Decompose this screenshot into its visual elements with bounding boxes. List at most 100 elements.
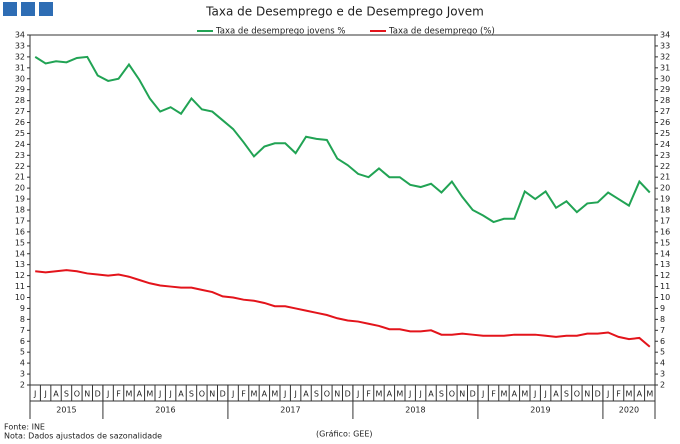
year-label: 2019 bbox=[530, 406, 550, 415]
y2-tick-label: 20 bbox=[660, 184, 670, 193]
x-tick-label: J bbox=[158, 390, 161, 399]
x-tick-label: D bbox=[95, 390, 101, 399]
y2-tick-label: 19 bbox=[660, 195, 670, 204]
x-tick-label: S bbox=[439, 390, 444, 399]
y-tick-label: 21 bbox=[15, 173, 25, 182]
y-tick-label: 28 bbox=[15, 96, 25, 105]
credit: (Gráfico: GEE) bbox=[316, 430, 373, 439]
y2-tick-label: 23 bbox=[660, 151, 670, 160]
y2-tick-label: 33 bbox=[660, 41, 670, 50]
x-tick-label: J bbox=[283, 390, 286, 399]
y-tick-label: 14 bbox=[15, 249, 25, 258]
x-tick-label: A bbox=[387, 390, 393, 399]
x-tick-label: F bbox=[491, 390, 496, 399]
y-tick-label: 29 bbox=[15, 85, 25, 94]
x-tick-label: O bbox=[449, 390, 455, 399]
logo-square bbox=[21, 2, 35, 16]
y-tick-label: 24 bbox=[15, 140, 25, 149]
x-tick-label: O bbox=[74, 390, 80, 399]
x-tick-label: S bbox=[64, 390, 69, 399]
x-tick-label: J bbox=[231, 390, 234, 399]
year-label: 2016 bbox=[155, 406, 175, 415]
x-tick-label: A bbox=[262, 390, 268, 399]
x-tick-label: J bbox=[408, 390, 411, 399]
x-tick-label: M bbox=[126, 390, 133, 399]
y-tick-label: 22 bbox=[15, 162, 25, 171]
y2-tick-label: 16 bbox=[660, 227, 670, 236]
x-tick-label: J bbox=[606, 390, 609, 399]
y-tick-label: 19 bbox=[15, 195, 25, 204]
data-line bbox=[35, 269, 651, 348]
y2-tick-label: 3 bbox=[660, 370, 665, 379]
year-label: 2017 bbox=[280, 406, 300, 415]
y2-tick-label: 15 bbox=[660, 238, 670, 247]
x-tick-label: F bbox=[241, 390, 246, 399]
x-tick-label: N bbox=[584, 390, 590, 399]
logo-square bbox=[39, 2, 53, 16]
y2-tick-label: 24 bbox=[660, 140, 670, 149]
x-tick-label: A bbox=[53, 390, 59, 399]
x-tick-label: F bbox=[116, 390, 121, 399]
x-tick-label: S bbox=[564, 390, 569, 399]
x-tick-label: J bbox=[543, 390, 546, 399]
y2-tick-label: 34 bbox=[660, 31, 670, 40]
y2-tick-label: 10 bbox=[660, 293, 670, 302]
x-tick-label: A bbox=[303, 390, 309, 399]
x-tick-label: M bbox=[376, 390, 383, 399]
x-tick-label: D bbox=[595, 390, 601, 399]
y2-tick-label: 12 bbox=[660, 271, 670, 280]
x-tick-label: A bbox=[428, 390, 434, 399]
y2-tick-label: 18 bbox=[660, 206, 670, 215]
y-tick-label: 23 bbox=[15, 151, 25, 160]
y-tick-label: 17 bbox=[15, 216, 25, 225]
y-tick-label: 25 bbox=[15, 129, 25, 138]
x-tick-label: M bbox=[396, 390, 403, 399]
x-tick-label: M bbox=[521, 390, 528, 399]
x-tick-label: N bbox=[84, 390, 90, 399]
legend-label: Taxa de desemprego jovens % bbox=[215, 27, 345, 37]
y2-tick-label: 13 bbox=[660, 260, 670, 269]
y2-tick-label: 9 bbox=[660, 304, 665, 313]
y2-tick-label: 5 bbox=[660, 348, 665, 357]
x-tick-label: A bbox=[553, 390, 559, 399]
y-tick-label: 18 bbox=[15, 206, 25, 215]
x-tick-label: M bbox=[626, 390, 633, 399]
y-tick-label: 9 bbox=[20, 304, 25, 313]
x-tick-label: J bbox=[43, 390, 46, 399]
y-tick-label: 3 bbox=[20, 370, 25, 379]
y-tick-label: 16 bbox=[15, 227, 25, 236]
data-line bbox=[34, 55, 651, 224]
y-tick-label: 33 bbox=[15, 41, 25, 50]
y-tick-label: 11 bbox=[15, 282, 25, 291]
y2-tick-label: 31 bbox=[660, 63, 670, 72]
y2-tick-label: 30 bbox=[660, 74, 670, 83]
x-tick-label: N bbox=[334, 390, 340, 399]
logo-square bbox=[3, 2, 17, 16]
x-tick-label: A bbox=[637, 390, 643, 399]
y-tick-label: 2 bbox=[20, 381, 25, 390]
y2-tick-label: 17 bbox=[660, 216, 670, 225]
y2-tick-label: 7 bbox=[660, 326, 665, 335]
x-tick-label: M bbox=[271, 390, 278, 399]
year-label: 2015 bbox=[56, 406, 76, 415]
x-tick-label: A bbox=[178, 390, 184, 399]
x-tick-label: J bbox=[168, 390, 171, 399]
legend-label: Taxa de desemprego (%) bbox=[388, 27, 495, 37]
x-tick-label: O bbox=[199, 390, 205, 399]
y2-tick-label: 25 bbox=[660, 129, 670, 138]
y-tick-label: 6 bbox=[20, 337, 25, 346]
y-tick-label: 20 bbox=[15, 184, 25, 193]
y-tick-label: 34 bbox=[15, 31, 25, 40]
y-tick-label: 32 bbox=[15, 52, 25, 61]
x-tick-label: M bbox=[146, 390, 153, 399]
y-tick-label: 5 bbox=[20, 348, 25, 357]
x-tick-label: S bbox=[189, 390, 194, 399]
y-tick-label: 7 bbox=[20, 326, 25, 335]
source-note: Nota: Dados ajustados de sazonalidade bbox=[4, 432, 162, 441]
y-tick-label: 15 bbox=[15, 238, 25, 247]
plot-frame bbox=[29, 34, 656, 386]
x-tick-label: N bbox=[209, 390, 215, 399]
y-tick-label: 30 bbox=[15, 74, 25, 83]
y2-tick-label: 26 bbox=[660, 118, 670, 127]
chart-title: Taxa de Desemprego e de Desemprego Jovem bbox=[205, 5, 484, 19]
